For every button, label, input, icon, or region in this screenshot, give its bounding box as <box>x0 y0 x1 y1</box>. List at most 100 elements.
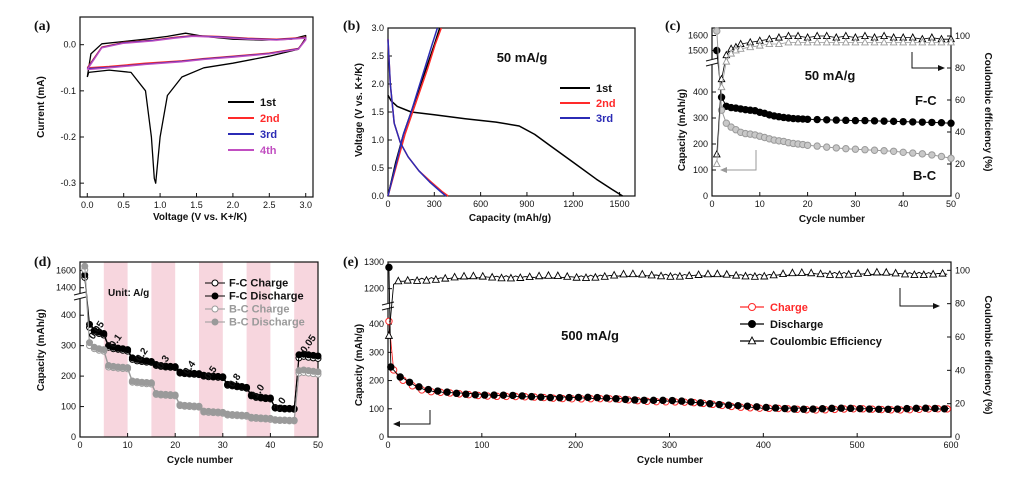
panel-c-marker-B-C-28 <box>889 147 898 155</box>
panel-e-marker-Coulombic Efficiency-118 <box>938 268 947 277</box>
panel-e-marker-Coulombic Efficiency-116 <box>929 269 938 278</box>
panel-c-marker-CE F-C-10 <box>784 31 793 39</box>
panel-a-xtick-label-4: 2.0 <box>227 200 240 210</box>
panel-c-lower-ytick-label-3: 300 <box>693 113 708 123</box>
panel-e-marker-Coulombic Efficiency-112 <box>910 270 919 278</box>
panel-e-y2label: Coulombic efficiency (%) <box>982 296 993 415</box>
panel-e-marker-Discharge-94 <box>828 404 836 413</box>
panel-e-arrow-cap <box>398 410 431 425</box>
panel-e-lower-ytick-label-3: 300 <box>369 347 384 357</box>
panel-c-marker-F-C-29 <box>899 117 907 126</box>
panel-c-marker-F-C-22 <box>832 116 840 124</box>
panel-d-xlabel: Cycle number <box>167 455 233 466</box>
panel-e-marker-Discharge-88 <box>799 405 808 413</box>
panel-a-ylabel: Current (mA) <box>36 76 47 138</box>
panel-b-legend-text-3rd: 3rd <box>596 113 613 125</box>
panel-c-marker-CE B-C-10 <box>784 37 793 46</box>
panel-e-marker-Discharge-8 <box>424 385 433 394</box>
panel-e-lower-ytick-label-0: 0 <box>379 432 384 442</box>
panel-c-marker-F-C-24 <box>851 116 860 125</box>
panel-c-marker-F-C-32 <box>928 118 936 127</box>
panel-a-xtick-label-6: 3.0 <box>299 200 312 210</box>
panel-c-marker-CE F-C-13 <box>813 31 822 39</box>
panel-e-marker-Coulombic Efficiency-26 <box>506 273 516 282</box>
panel-d-upper-ytick-label-0: 1400 <box>56 283 76 293</box>
panel-d-marker-B-C Discharge-4 <box>100 346 108 354</box>
panel-c: 0 10 20 30 40 5001002003004001500160002040608… <box>665 19 993 225</box>
panel-c-marker-F-C-34 <box>947 119 955 127</box>
panel-e-marker-Discharge-54 <box>640 396 648 404</box>
panel-c-marker-CE B-C-18 <box>860 37 869 46</box>
panel-e-marker-Discharge-118 <box>940 405 949 413</box>
panel-d-marker-F-C Discharge-9 <box>124 346 132 354</box>
panel-d-marker-F-C Discharge-4 <box>100 329 108 337</box>
panel-a-xtick-label-3: 1.5 <box>190 200 203 210</box>
panel-e-xlabel: Cycle number <box>637 455 703 466</box>
panel-c-lower-ytick-label-0: 0 <box>703 191 708 201</box>
panel-c-xtick-label-0: 0 <box>709 199 714 209</box>
panel-a-legend-text-2nd: 2nd <box>260 113 280 125</box>
panel-e-marker-Discharge-10 <box>434 387 442 395</box>
panel-d-legend-marker-0 <box>211 279 219 287</box>
panel-e-marker-Discharge-48 <box>612 395 620 403</box>
panel-c-marker-CE B-C-16 <box>841 37 850 46</box>
panel-e-rate-annotation: 500 mA/g <box>561 328 619 343</box>
panel-e-xtick-label-1: 100 <box>474 440 489 450</box>
panel-e-marker-Coulombic Efficiency-100 <box>853 268 863 277</box>
panel-e-label: (e) <box>343 255 359 270</box>
panel-e-marker-Discharge-24 <box>499 391 508 399</box>
panel-c-marker-B-C-21 <box>823 143 831 151</box>
panel-e-marker-Discharge-70 <box>715 400 723 409</box>
panel-d-marker-F-C Discharge-19 <box>171 363 179 371</box>
panel-d-legend-text-3: B-C Discharge <box>229 317 305 329</box>
panel-c-y2tick-label-4: 80 <box>955 63 965 73</box>
panel-d-marker-B-C Discharge-0 <box>81 262 89 270</box>
panel-e-lower-ytick-label-1: 100 <box>369 404 384 414</box>
panel-c-marker-F-C-19 <box>803 115 812 124</box>
panel-e-marker-Discharge-18 <box>471 391 479 399</box>
panel-e-legend-text-2: Coulombic Efficiency <box>770 336 883 348</box>
panel-d-legend-marker-1 <box>211 292 219 300</box>
panel-c-marker-CE B-C-23 <box>908 37 917 46</box>
panel-e-legend-marker-1 <box>748 320 756 328</box>
panel-e-marker-Coulombic Efficiency-102 <box>863 268 872 276</box>
panel-c-marker-F-C-20 <box>813 115 821 124</box>
panel-e-marker-Discharge-96 <box>837 404 845 412</box>
panel-c-marker-CE B-C-20 <box>880 37 889 46</box>
panel-e-xtick-label-2: 200 <box>568 440 583 450</box>
panel-b-rate-annotation: 50 mA/g <box>497 50 548 65</box>
panel-e-marker-Coulombic Efficiency-36 <box>553 271 563 280</box>
panel-c-marker-B-C-32 <box>928 151 936 159</box>
panel-e-marker-Coulombic Efficiency-56 <box>647 270 656 279</box>
panel-e-marker-Coulombic Efficiency-90 <box>807 268 816 277</box>
panel-b-charge-3rd <box>387 27 439 197</box>
panel-c-marker-F-C-30 <box>909 118 917 126</box>
panel-e-marker-Coulombic Efficiency-58 <box>656 271 666 280</box>
panel-e-legend-marker-0 <box>748 303 756 311</box>
panel-d-xtick-label-5: 50 <box>313 440 323 450</box>
panel-a-xlabel: Voltage (V vs. K+/K) <box>153 212 247 223</box>
panel-e-marker-Coulombic Efficiency-40 <box>572 272 581 281</box>
panel-b-legend-text-2nd: 2nd <box>596 98 616 110</box>
panel-e-marker-Coulombic Efficiency-18 <box>469 271 478 280</box>
panel-b-xlabel: Capacity (mAh/g) <box>469 213 551 224</box>
panel-e-xtick-label-5: 500 <box>850 440 865 450</box>
panel-d-marker-B-C Discharge-49 <box>314 368 322 376</box>
panel-a-xtick-label-1: 0.5 <box>117 200 130 210</box>
panel-e-marker-Discharge-2 <box>396 373 404 381</box>
panel-c-marker-CE B-C-12 <box>803 37 812 46</box>
panel-e-marker-Discharge-46 <box>602 394 611 402</box>
panel-c-xtick-label-1: 10 <box>755 199 765 209</box>
panel-e-marker-Discharge-116 <box>931 404 939 413</box>
panel-e-marker-Discharge-38 <box>565 393 573 402</box>
panel-c-y2tick-label-2: 40 <box>955 127 965 137</box>
panel-e-marker-Coulombic Efficiency-44 <box>591 272 600 281</box>
panel-b-label: (b) <box>343 19 360 34</box>
panel-e-first-link-Discharge <box>388 267 392 367</box>
panel-d-ylabel: Capacity (mAh/g) <box>36 309 47 391</box>
panel-d-legend-marker-3 <box>211 318 219 326</box>
panel-e-marker-Coulombic Efficiency-2 <box>394 276 403 285</box>
panel-c-marker-B-C-23 <box>842 144 850 153</box>
panel-e-marker-Coulombic Efficiency-30 <box>525 272 534 281</box>
